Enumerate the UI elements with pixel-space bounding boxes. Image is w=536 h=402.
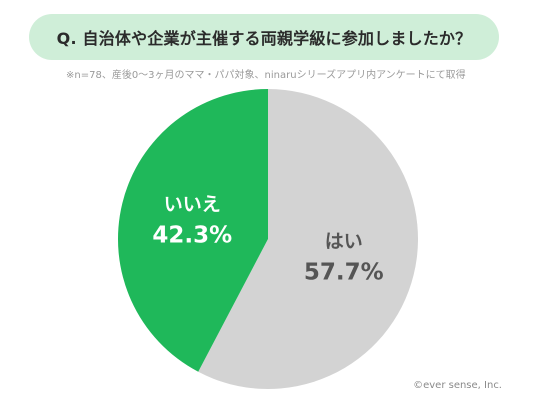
slice-value-yes: 57.7% [304,260,384,286]
slice-value-no: 42.3% [152,222,232,248]
question-banner: Q. 自治体や企業が主催する両親学級に参加しましたか？ [29,14,499,60]
slice-label-yes: はい [325,231,363,253]
survey-note: ※n=78、産後0〜3ヶ月のママ・パパ対象、ninaruシリーズアプリ内アンケー… [66,70,466,81]
slice-label-no: いいえ [164,193,221,215]
copyright-text: ©ever sense, Inc. [413,380,502,391]
pie-slice-yes [198,89,418,389]
pie-slice-no [117,88,268,372]
question-title: Q. 自治体や企業が主催する両親学級に参加しましたか？ [56,29,472,48]
